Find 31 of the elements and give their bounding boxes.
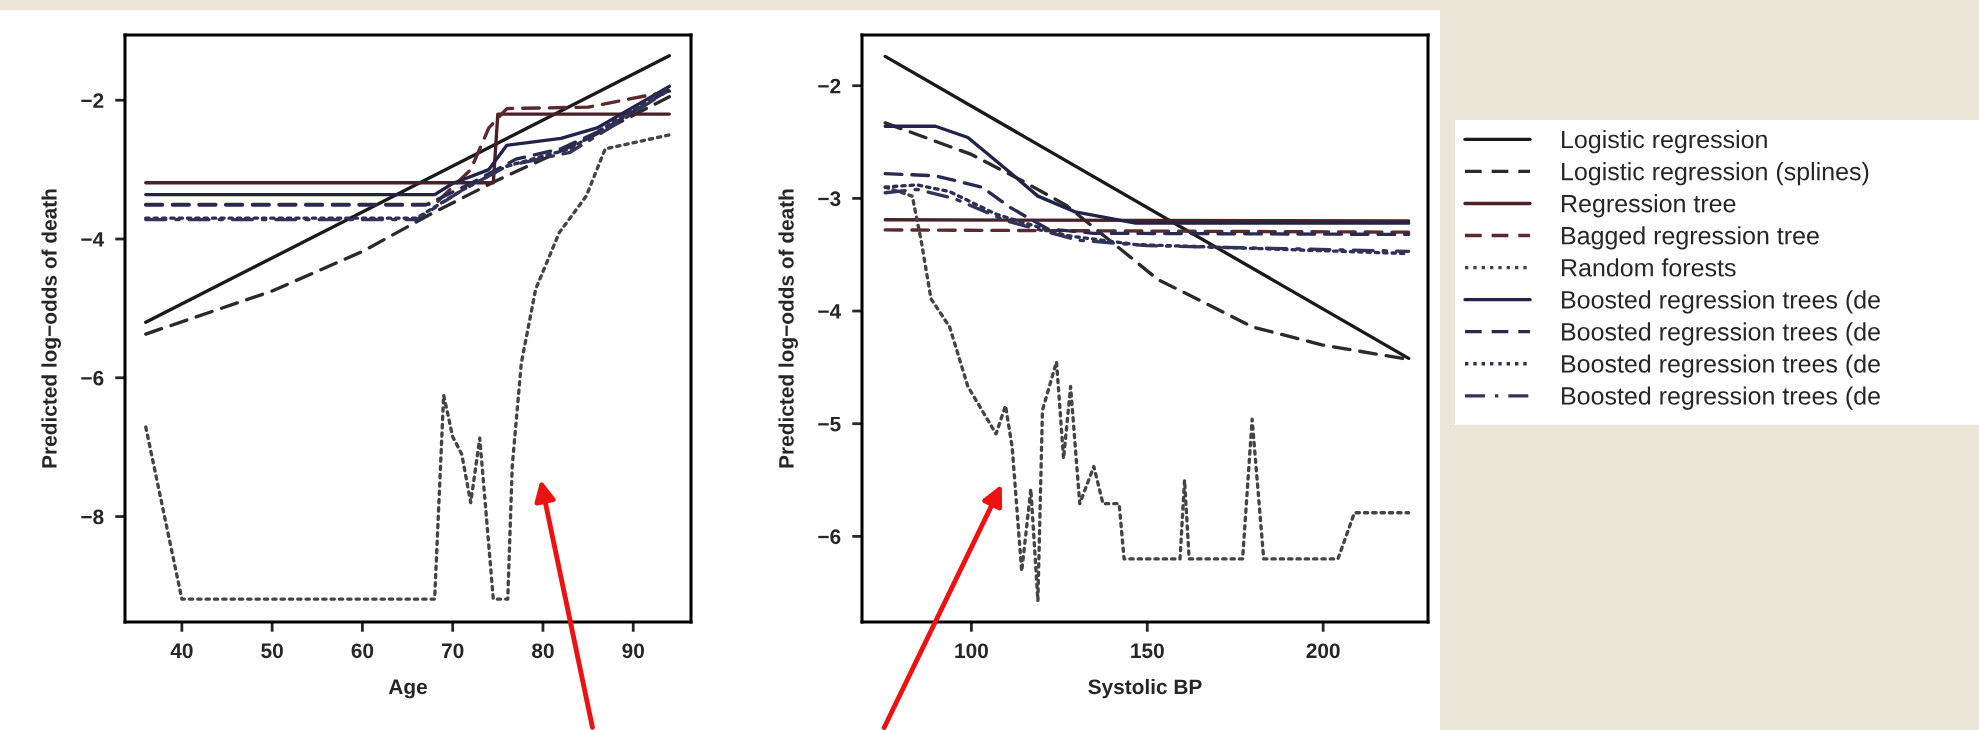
legend-label: Boosted regression trees (de xyxy=(1562,386,1880,410)
x-tick-label: 50 xyxy=(261,643,283,659)
legend-label: Logistic regression (splines) xyxy=(1562,162,1869,186)
legend-label: Logistic regression xyxy=(1562,130,1767,154)
legend-label: Random forests xyxy=(1562,258,1736,277)
x-tick-label: 90 xyxy=(622,643,644,659)
y-axis-title: Predicted log−odds of death xyxy=(41,189,61,468)
legend-label: Boosted regression trees (de xyxy=(1562,354,1880,378)
y-tick-label: −8 xyxy=(81,509,104,525)
x-tick-label: 40 xyxy=(170,643,193,659)
y-tick-label: −2 xyxy=(81,93,104,108)
legend-label: Boosted regression trees (de xyxy=(1562,290,1880,314)
x-axis-title: Systolic BP xyxy=(1088,678,1202,699)
y-axis-title: Predicted log−odds of death xyxy=(778,189,798,468)
legend-label: Regression tree xyxy=(1562,194,1736,218)
x-tick-label: 70 xyxy=(441,643,464,659)
x-tick-label: 150 xyxy=(1131,643,1164,659)
x-tick-label: 80 xyxy=(532,643,554,659)
y-tick-label: −4 xyxy=(818,304,842,319)
y-tick-label: −3 xyxy=(818,191,841,207)
y-tick-label: −6 xyxy=(81,370,104,386)
x-tick-label: 60 xyxy=(351,643,374,659)
y-tick-label: −5 xyxy=(818,416,841,432)
x-tick-label: 100 xyxy=(955,643,988,659)
x-tick-label: 200 xyxy=(1306,643,1340,659)
legend-label: Boosted regression trees (de xyxy=(1562,322,1880,346)
y-tick-label: −2 xyxy=(818,78,841,94)
y-tick-label: −4 xyxy=(81,232,105,247)
x-axis-title: Age xyxy=(388,679,427,699)
y-tick-label: −6 xyxy=(818,529,841,545)
legend-label: Bagged regression tree xyxy=(1562,226,1819,250)
